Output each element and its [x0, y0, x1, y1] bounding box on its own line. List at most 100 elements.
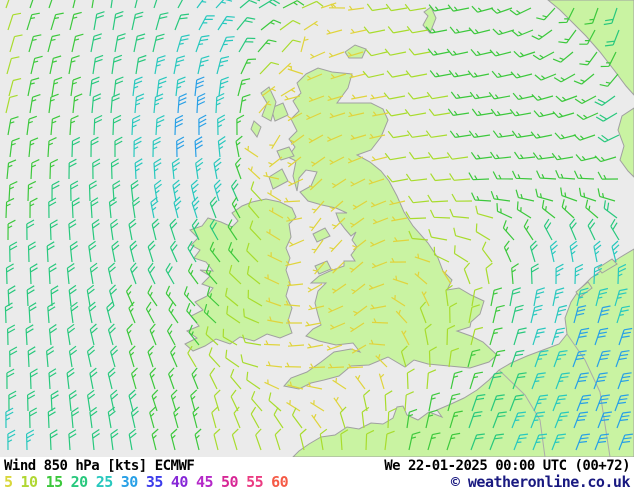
wind-barb — [26, 219, 35, 241]
wind-barb — [149, 406, 157, 429]
wind-barb — [383, 92, 406, 100]
wind-barb — [532, 152, 555, 160]
wind-barb — [449, 173, 471, 181]
wind-barb — [145, 301, 155, 324]
wind-barb — [29, 0, 34, 9]
wind-barb — [258, 100, 272, 114]
wind-barb — [406, 26, 429, 34]
wind-barb — [269, 134, 281, 150]
wind-barb — [91, 93, 102, 114]
wind-barb — [604, 29, 620, 47]
wind-barb — [7, 324, 16, 346]
wind-barb — [386, 175, 409, 183]
wind-barb — [311, 239, 324, 254]
wind-barb — [307, 73, 323, 81]
wind-barb — [267, 190, 282, 202]
wind-barb — [469, 371, 484, 390]
wind-barb — [308, 134, 324, 144]
wind-barb — [351, 344, 367, 354]
wind-barb — [230, 389, 239, 412]
wind-barb — [384, 390, 393, 412]
wind-barb — [287, 281, 304, 287]
wind-barb — [190, 389, 198, 412]
wind-barb — [574, 95, 597, 105]
wind-barb — [233, 406, 241, 429]
wind-barb — [618, 433, 633, 451]
wind-barb — [308, 363, 326, 369]
wind-barb — [509, 109, 532, 117]
wind-barb — [198, 15, 215, 31]
wind-barb — [391, 295, 406, 307]
wind-barb — [194, 428, 202, 451]
wind-barb — [209, 196, 218, 219]
wind-barb — [491, 349, 506, 368]
wind-barb — [348, 5, 365, 11]
wind-barb — [195, 35, 210, 53]
wind-barb — [533, 394, 549, 412]
wind-barb — [244, 145, 259, 158]
wind-barb — [447, 108, 470, 116]
wind-barb — [268, 156, 283, 168]
wind-barb — [510, 71, 533, 79]
wind-barb — [513, 433, 529, 451]
wind-barb — [593, 263, 603, 285]
wind-barb — [288, 178, 304, 187]
wind-barb — [48, 0, 53, 9]
wind-barb — [154, 55, 166, 75]
wind-barb — [530, 263, 540, 285]
wind-barb — [266, 361, 283, 368]
wind-barb — [308, 178, 323, 191]
wind-barb — [618, 327, 633, 346]
wind-barb — [128, 218, 137, 241]
wind-barb — [191, 218, 200, 241]
wind-barb — [385, 3, 408, 12]
wind-barb — [603, 7, 618, 26]
wind-barb — [266, 229, 281, 241]
wind-barb — [329, 156, 345, 165]
wind-barb — [595, 394, 610, 412]
wind-barb — [533, 110, 556, 118]
wind-barb — [92, 158, 101, 180]
wind-barb — [327, 95, 344, 101]
wind-barb — [449, 26, 472, 34]
wind-barb — [89, 406, 98, 429]
wind-barb — [386, 70, 409, 78]
wind-barb — [90, 197, 99, 219]
legend-value-35: 35 — [145, 473, 164, 490]
wind-barb — [7, 12, 22, 31]
wind-barb — [309, 217, 322, 232]
wind-barb — [68, 158, 77, 180]
wind-barb — [490, 7, 513, 14]
wind-barb — [468, 172, 490, 181]
wind-barb — [69, 11, 82, 31]
wind-barb — [555, 372, 570, 390]
wind-barb — [147, 262, 156, 285]
wind-barb — [584, 7, 599, 25]
wind-barb — [66, 323, 76, 346]
wind-barb — [86, 345, 95, 368]
wind-barb — [186, 302, 198, 324]
wind-barb — [392, 275, 409, 285]
wind-barb — [112, 180, 121, 202]
wind-barb — [225, 287, 239, 307]
wind-barb — [481, 241, 493, 263]
wind-barb — [26, 429, 35, 451]
wind-barb — [492, 171, 514, 180]
wind-barb — [475, 205, 494, 219]
wind-barb — [447, 393, 461, 412]
wind-barb — [375, 354, 388, 368]
wind-barb — [110, 218, 119, 241]
wind-barb — [427, 48, 450, 56]
wind-barb — [29, 263, 38, 285]
wind-barb — [6, 159, 17, 180]
wind-barb — [346, 363, 364, 369]
wind-barb — [236, 114, 245, 136]
wind-barb — [429, 209, 451, 219]
wind-barb — [213, 157, 222, 180]
wind-barb — [153, 179, 162, 202]
wind-barb — [192, 406, 200, 429]
wind-barb — [222, 328, 238, 346]
wind-barb — [47, 407, 56, 429]
wind-barb — [72, 93, 83, 114]
wind-barb — [350, 28, 367, 34]
